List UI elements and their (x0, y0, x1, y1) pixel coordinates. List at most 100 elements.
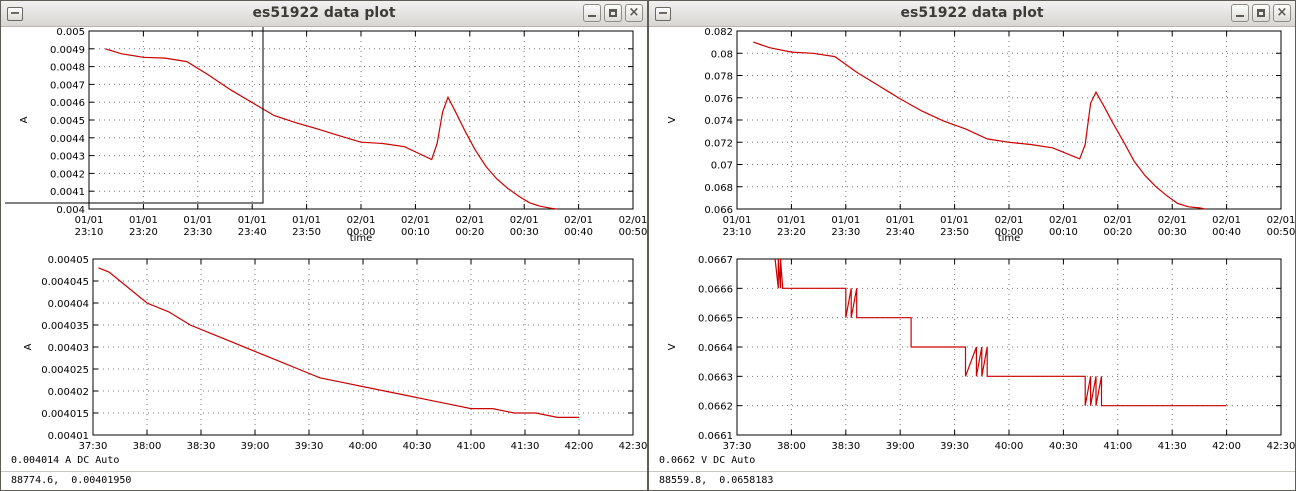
x-tick-label: 01/01 (238, 215, 267, 226)
x-tick-label: 00:10 (401, 227, 430, 238)
x-tick-label: 01/01 (723, 215, 752, 226)
cursor-coordinates: 88774.6, 0.00401950 (11, 475, 132, 486)
y-axis-label: A (19, 116, 30, 123)
y-axis-label: A (23, 343, 34, 350)
x-tick-label: 02/01 (1158, 215, 1187, 226)
x-tick-label: 00:30 (1158, 227, 1187, 238)
plot-window-current[interactable]: es51922 data plot × 0.004 0.0041 0.0042 0.0… (0, 0, 648, 491)
y-tick-label: 0.0666 (698, 284, 733, 295)
x-tick-label: 38:30 (187, 441, 216, 452)
y-tick-label: 0.0048 (50, 63, 85, 74)
plot-zoomed[interactable]: 0.00401 0.004015 0.00402 0.004025 0.00403 0.0… (23, 255, 647, 470)
y-tick-label: 0.0661 (698, 431, 733, 442)
y-tick-label: 0.08 (711, 49, 733, 60)
maximize-icon[interactable] (1252, 4, 1270, 22)
x-axis-label: time (350, 233, 373, 244)
y-tick-label: 0.00404 (48, 299, 89, 310)
plot-zoomed[interactable]: 0.0661 0.0662 0.0663 0.0664 0.0665 0.0666 0.06… (667, 255, 1295, 470)
titlebar[interactable]: es51922 data plot × (1, 1, 647, 27)
x-tick-label: 00:50 (1267, 227, 1295, 238)
plot-overview[interactable]: 0.004 0.0041 0.0042 0.0043 0.0044 0.0045 0.004… (19, 27, 647, 244)
x-tick-label: 39:00 (241, 441, 270, 452)
x-tick-label: 00:20 (1103, 227, 1132, 238)
x-tick-label: 39:30 (940, 441, 969, 452)
close-icon[interactable]: × (1273, 4, 1291, 22)
x-tick-label: 23:50 (940, 227, 969, 238)
x-tick-label: 02/01 (1212, 215, 1241, 226)
x-tick-label: 01/01 (183, 215, 212, 226)
y-tick-label: 0.0045 (50, 116, 85, 127)
x-tick-label: 23:20 (129, 227, 158, 238)
plot-canvas[interactable]: 0.066 0.068 0.07 0.072 0.074 0.076 0.078 0.08 0.… (649, 27, 1295, 470)
y-tick-label: 0.004045 (41, 277, 89, 288)
meter-reading: 0.0662 V DC Auto (659, 455, 756, 466)
y-tick-label: 0.004 (56, 205, 85, 216)
x-tick-label: 00:50 (619, 227, 647, 238)
y-tick-label: 0.0663 (698, 372, 733, 383)
x-tick-label: 01/01 (75, 215, 104, 226)
plot-area[interactable]: 0.066 0.068 0.07 0.072 0.074 0.076 0.078 0.08 0.… (649, 27, 1295, 470)
x-tick-label: 01/01 (940, 215, 969, 226)
x-tick-label: 23:50 (292, 227, 321, 238)
window-title: es51922 data plot (900, 5, 1044, 21)
y-tick-label: 0.0042 (50, 169, 85, 180)
y-tick-label: 0.004035 (41, 321, 89, 332)
plot-window-voltage[interactable]: es51922 data plot × 0.066 0.068 0.07 0.072 0… (648, 0, 1296, 491)
y-tick-label: 0.0044 (50, 134, 85, 145)
x-tick-label: 02/01 (1267, 215, 1295, 226)
window-menu-icon[interactable] (655, 7, 671, 21)
x-tick-label: 37:30 (79, 441, 108, 452)
y-tick-label: 0.068 (704, 183, 733, 194)
x-tick-label: 23:10 (723, 227, 752, 238)
minimize-icon[interactable] (583, 4, 601, 22)
x-tick-label: 01/01 (831, 215, 860, 226)
x-tick-label: 00:00 (995, 227, 1024, 238)
maximize-icon[interactable] (604, 4, 622, 22)
y-tick-label: 0.0667 (698, 255, 733, 266)
x-tick-label: 01/01 (292, 215, 321, 226)
x-tick-label: 37:30 (723, 441, 752, 452)
x-tick-label: 00:10 (1049, 227, 1078, 238)
x-tick-label: 23:20 (777, 227, 806, 238)
plot-overview[interactable]: 0.066 0.068 0.07 0.072 0.074 0.076 0.078 0.08 0.… (667, 27, 1295, 244)
x-tick-label: 00:40 (1212, 227, 1241, 238)
data-series (98, 267, 579, 418)
y-tick-label: 0.0664 (698, 343, 733, 354)
x-tick-label: 38:00 (133, 441, 162, 452)
x-tick-label: 00:40 (564, 227, 593, 238)
y-tick-label: 0.0662 (698, 402, 733, 413)
x-tick-label: 02/01 (1049, 215, 1078, 226)
window-menu-icon[interactable] (7, 7, 23, 21)
x-tick-label: 38:00 (777, 441, 806, 452)
x-tick-label: 40:00 (995, 441, 1024, 452)
close-icon[interactable]: × (625, 4, 643, 22)
x-tick-label: 42:30 (1267, 441, 1295, 452)
minimize-icon[interactable] (1231, 4, 1249, 22)
y-tick-label: 0.066 (704, 205, 733, 216)
plot-area[interactable]: 0.004 0.0041 0.0042 0.0043 0.0044 0.0045 0.004… (1, 27, 647, 470)
x-tick-label: 41:00 (1103, 441, 1132, 452)
y-tick-label: 0.082 (704, 27, 733, 38)
x-tick-label: 23:10 (75, 227, 104, 238)
x-tick-label: 01/01 (886, 215, 915, 226)
y-tick-label: 0.0049 (50, 45, 85, 56)
x-tick-label: 23:40 (886, 227, 915, 238)
x-tick-label: 39:30 (295, 441, 324, 452)
plot-canvas[interactable]: 0.004 0.0041 0.0042 0.0043 0.0044 0.0045 0.004… (1, 27, 647, 470)
x-tick-label: 02/01 (619, 215, 647, 226)
y-tick-label: 0.074 (704, 116, 733, 127)
x-tick-label: 02/01 (510, 215, 539, 226)
y-tick-label: 0.005 (56, 27, 85, 38)
y-tick-label: 0.00405 (48, 255, 89, 266)
plot-frame (88, 30, 634, 210)
y-axis-label: V (667, 343, 678, 350)
x-tick-label: 40:30 (403, 441, 432, 452)
y-tick-label: 0.00402 (48, 387, 89, 398)
x-tick-label: 23:40 (238, 227, 267, 238)
titlebar[interactable]: es51922 data plot × (649, 1, 1295, 27)
zoom-selection-box (5, 27, 264, 204)
plot-frame (736, 258, 1282, 436)
x-tick-label: 42:30 (619, 441, 647, 452)
y-tick-label: 0.00401 (48, 431, 89, 442)
plot-frame (736, 30, 1282, 210)
